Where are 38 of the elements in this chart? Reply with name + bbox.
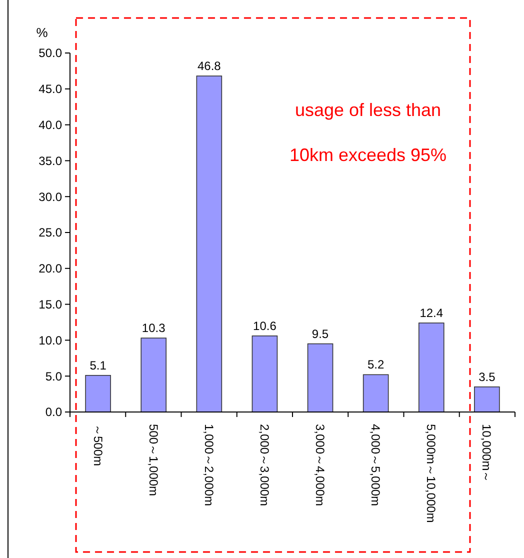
data-label: 5.1 [90, 358, 107, 372]
annotation: 10km exceeds 95% [289, 145, 447, 165]
y-tick-label: 15.0 [38, 298, 62, 312]
y-tick-label: 0.0 [45, 405, 62, 420]
y-tick-label: 30.0 [38, 190, 62, 204]
bar [252, 335, 278, 412]
x-tick-label: 3,000～4,000m [313, 424, 328, 506]
bar [196, 76, 222, 412]
y-tick-label: 10.0 [38, 333, 62, 348]
x-tick-label: 4,000～5,000m [368, 424, 383, 506]
bar [474, 386, 500, 412]
y-tick-label: 50.0 [38, 46, 62, 60]
y-tick-label: 25.0 [38, 226, 62, 240]
y-tick-label: 5.0 [45, 369, 62, 384]
y-tick-label: 40.0 [38, 118, 62, 132]
y-tick-label: 35.0 [38, 154, 62, 168]
bar [140, 338, 167, 412]
annotation: usage of less than [294, 100, 442, 120]
data-label: 10.6 [253, 318, 277, 333]
data-label: 3.5 [478, 370, 496, 384]
y-tick-label: 20.0 [38, 262, 62, 276]
bar [418, 322, 444, 412]
x-tick-label: 10,000m～ [480, 424, 494, 483]
data-label: 10.3 [142, 321, 166, 336]
data-label: 9.5 [312, 326, 329, 341]
data-label: 46.8 [197, 58, 222, 73]
bar [85, 374, 111, 412]
x-tick-label: ～500m [90, 424, 105, 466]
x-tick-label: 500～1,000m [146, 424, 160, 496]
y-tick-label: 45.0 [38, 82, 62, 96]
x-tick-label: 5,000m～10,000m [424, 424, 438, 523]
x-tick-label: 1,000～2,000m [202, 424, 216, 506]
y-axis-title: % [36, 25, 48, 40]
bar [362, 374, 389, 412]
data-label: 12.4 [420, 306, 444, 320]
data-label: 5.2 [367, 358, 384, 372]
bar [307, 343, 334, 412]
x-tick-label: 2,000～3,000m [258, 424, 272, 506]
